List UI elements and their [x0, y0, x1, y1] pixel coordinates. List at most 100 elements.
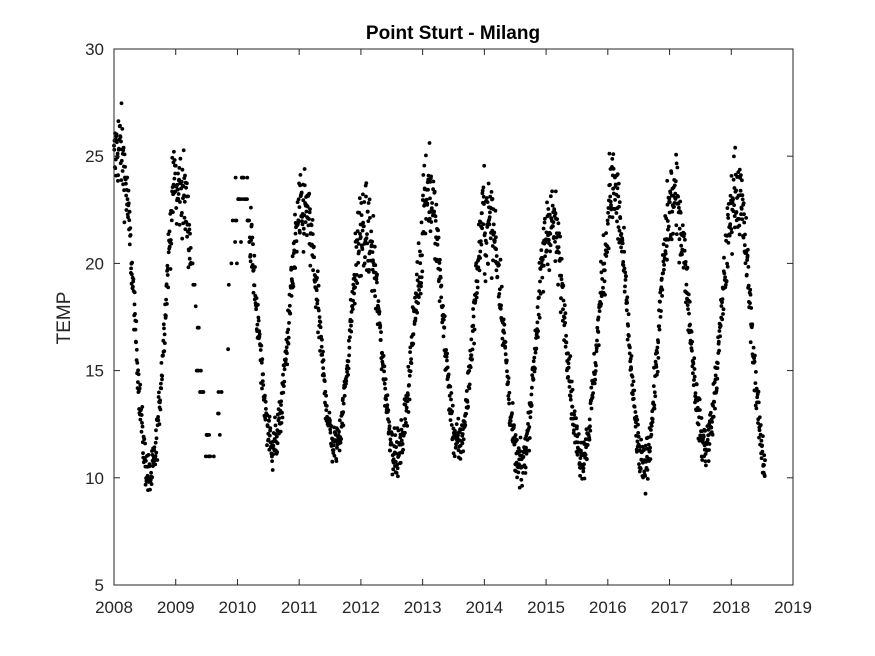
data-point	[140, 405, 145, 409]
data-point	[388, 448, 392, 453]
data-point	[667, 200, 672, 205]
data-point	[421, 193, 425, 198]
data-point	[396, 428, 401, 433]
data-point	[389, 442, 394, 447]
data-point	[564, 333, 568, 338]
data-point	[713, 373, 718, 378]
data-point	[609, 203, 613, 208]
data-point	[303, 220, 308, 225]
data-point	[503, 340, 508, 344]
data-point	[139, 429, 144, 434]
data-point	[250, 235, 255, 240]
data-point	[285, 362, 290, 367]
data-point	[706, 427, 711, 432]
data-point	[516, 470, 521, 475]
data-point	[553, 189, 558, 194]
data-point	[653, 359, 658, 364]
data-point	[373, 263, 378, 268]
data-point	[523, 465, 528, 470]
data-point	[581, 469, 586, 474]
data-point	[447, 393, 452, 398]
data-point	[587, 437, 592, 442]
data-point	[248, 253, 253, 257]
data-point	[728, 222, 733, 227]
data-point	[515, 438, 519, 442]
data-point	[635, 449, 639, 454]
data-point	[562, 315, 567, 320]
data-point	[388, 437, 393, 442]
data-point	[746, 247, 750, 252]
data-point	[378, 338, 383, 342]
data-point	[675, 165, 680, 170]
data-point	[626, 312, 631, 317]
data-point	[759, 456, 764, 461]
data-point	[548, 249, 552, 254]
data-point	[456, 416, 461, 421]
data-point	[156, 395, 161, 399]
data-point	[321, 358, 326, 363]
data-point	[487, 222, 492, 227]
data-point	[725, 264, 730, 269]
data-point	[740, 197, 745, 202]
data-point	[312, 244, 316, 249]
data-point	[721, 307, 726, 312]
y-tick-label: 25	[85, 147, 104, 166]
data-point	[677, 226, 682, 231]
data-point	[331, 443, 336, 448]
data-point	[495, 274, 500, 279]
data-point	[116, 179, 120, 183]
data-point	[715, 376, 720, 381]
data-point	[402, 423, 406, 428]
data-point	[699, 416, 704, 420]
data-point	[324, 404, 329, 408]
data-point	[544, 230, 549, 235]
plot-box	[113, 48, 794, 586]
data-point	[715, 366, 720, 370]
data-point	[489, 190, 494, 194]
y-tick-label: 20	[85, 254, 104, 273]
data-point	[305, 233, 309, 238]
data-point	[309, 223, 314, 228]
data-point	[130, 272, 134, 277]
data-point	[615, 219, 619, 224]
data-point	[399, 418, 404, 422]
data-point	[731, 177, 736, 182]
data-point	[401, 447, 405, 452]
data-point	[532, 369, 537, 374]
data-point	[190, 261, 195, 266]
x-tick-label: 2014	[465, 598, 503, 617]
data-point	[312, 255, 316, 260]
data-point	[317, 315, 322, 319]
data-point	[226, 347, 231, 352]
data-point	[592, 381, 597, 386]
data-point	[646, 442, 651, 447]
data-point	[184, 185, 189, 190]
data-point	[489, 276, 494, 280]
data-point	[559, 277, 564, 282]
data-point	[686, 307, 690, 311]
data-point	[692, 356, 697, 361]
data-point	[467, 369, 472, 373]
data-point	[643, 491, 648, 496]
data-point	[720, 297, 725, 301]
data-point	[437, 299, 442, 303]
data-point	[481, 185, 486, 190]
data-point	[123, 165, 127, 169]
data-point	[140, 421, 144, 425]
data-point	[615, 186, 620, 191]
data-point	[599, 301, 603, 306]
data-point	[679, 243, 684, 248]
data-point	[739, 173, 743, 178]
data-point	[734, 210, 739, 214]
data-point	[578, 456, 583, 460]
data-point	[153, 454, 158, 459]
data-point	[550, 203, 555, 208]
data-point	[154, 428, 158, 433]
data-point	[302, 167, 307, 171]
data-point	[301, 226, 306, 231]
data-point	[597, 309, 602, 313]
data-point	[318, 320, 323, 324]
x-tick-label: 2016	[589, 598, 627, 617]
data-point	[347, 345, 352, 350]
data-point	[677, 205, 681, 210]
